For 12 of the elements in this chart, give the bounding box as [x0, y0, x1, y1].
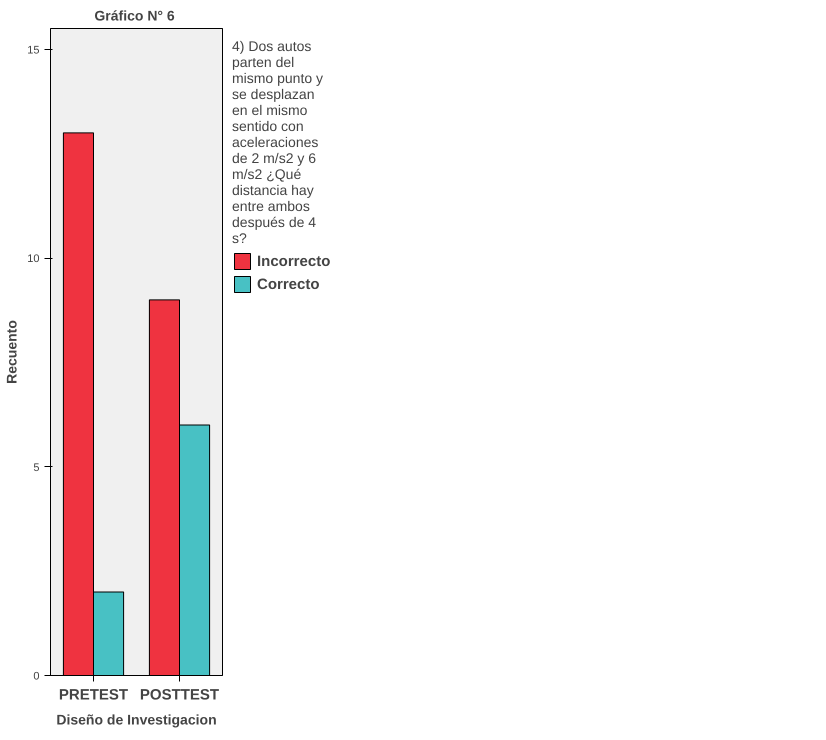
y-axis-title: Recuento — [3, 320, 20, 384]
y-tick-label: 10 — [27, 253, 40, 266]
text: 4) Dos autos parten del mismo punto y se desplazan en el mismo sentido con aceleraciones de 2 m/s2 y 6 m/s2 ¿Qué distancia hay entre ambos después de 4 s? — [232, 38, 324, 246]
y-tick-label: 0 — [33, 670, 40, 682]
legend-label: Correcto — [257, 276, 320, 292]
chart-title: Gráfico N° 6 — [94, 8, 175, 24]
x-tick-label: PRETEST — [58, 686, 128, 704]
y-tick-label: 5 — [33, 462, 40, 474]
x-axis-title: Diseño de Investigacion — [56, 712, 217, 728]
legend-label: Incorrecto — [257, 252, 330, 270]
y-tick-label: 15 — [27, 44, 40, 56]
x-tick-label: POSTTEST — [140, 686, 220, 704]
